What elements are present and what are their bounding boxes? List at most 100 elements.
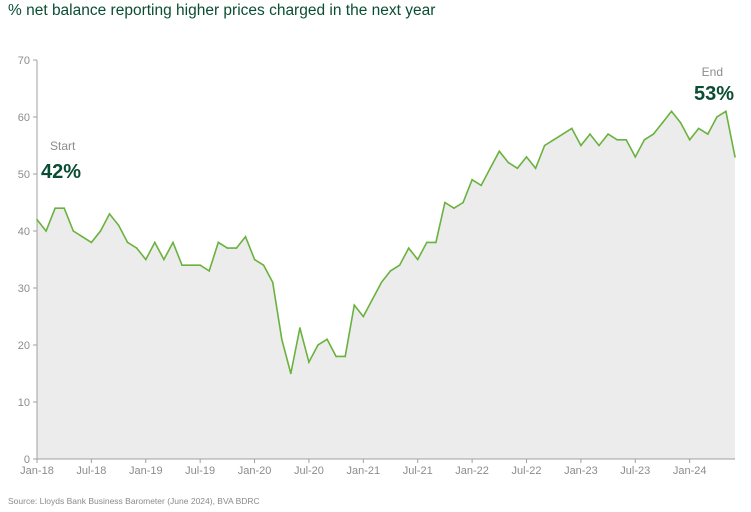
data-point <box>425 241 428 244</box>
data-point <box>498 150 501 152</box>
data-point <box>108 213 111 215</box>
y-tick-label: 30 <box>18 283 30 295</box>
data-point <box>679 121 682 124</box>
data-point <box>226 247 229 249</box>
data-point <box>135 247 138 249</box>
data-point <box>398 264 401 267</box>
data-point <box>543 144 546 147</box>
data-point <box>525 156 528 158</box>
data-point <box>154 241 156 244</box>
area-fill <box>37 111 735 460</box>
data-point <box>190 264 192 267</box>
x-tick-label: Jan-20 <box>238 465 272 477</box>
data-point <box>308 361 310 363</box>
data-point <box>335 355 337 358</box>
data-point <box>36 218 38 221</box>
data-point <box>199 264 201 267</box>
data-point <box>489 167 492 170</box>
end-label: End <box>702 65 723 79</box>
x-tick-label: Jan-22 <box>455 465 489 477</box>
x-tick-label: Jan-23 <box>564 465 598 477</box>
data-point <box>144 258 147 261</box>
data-point <box>716 116 718 118</box>
start-label: Start <box>50 139 76 153</box>
data-point <box>253 258 256 261</box>
data-point <box>126 241 129 244</box>
x-tick-label: Jan-24 <box>673 465 707 477</box>
x-tick-label: Jul-19 <box>185 465 215 477</box>
data-point <box>271 281 274 284</box>
data-point <box>299 327 301 329</box>
data-point <box>471 178 473 181</box>
source-note: Source: Lloyds Bank Business Barometer (… <box>8 496 260 506</box>
data-point <box>589 133 591 135</box>
data-point <box>561 133 564 135</box>
data-point <box>634 156 637 158</box>
data-point <box>217 241 220 244</box>
data-point <box>353 304 356 306</box>
x-tick-label: Jan-18 <box>20 465 54 477</box>
data-point <box>670 110 673 113</box>
x-tick-label: Jul-20 <box>294 465 324 477</box>
data-point <box>244 235 247 238</box>
data-point <box>453 207 455 209</box>
data-point <box>507 161 510 164</box>
data-point <box>344 355 347 358</box>
start-value: 42% <box>41 161 81 183</box>
data-point <box>280 338 283 341</box>
data-point <box>598 144 600 147</box>
chart-title: % net balance reporting higher prices ch… <box>8 2 436 19</box>
x-tick-label: Jul-22 <box>512 465 542 477</box>
data-point <box>72 230 75 232</box>
y-tick-label: 10 <box>18 397 30 409</box>
data-point <box>616 139 618 141</box>
y-tick-label: 60 <box>18 112 30 124</box>
data-point <box>480 184 482 187</box>
data-point <box>389 270 392 272</box>
data-point <box>235 247 238 249</box>
data-point <box>435 241 437 244</box>
data-point <box>290 372 292 375</box>
data-point <box>734 156 736 158</box>
x-tick-label: Jul-21 <box>403 465 433 477</box>
data-point <box>262 264 265 267</box>
data-point <box>534 167 537 170</box>
x-tick-label: Jul-18 <box>76 465 106 477</box>
data-point <box>416 258 419 261</box>
data-point <box>63 207 65 209</box>
data-point <box>317 344 319 346</box>
y-tick-label: 40 <box>18 226 30 238</box>
y-tick-label: 50 <box>18 169 30 181</box>
data-point <box>380 281 383 284</box>
data-point <box>607 133 609 135</box>
data-point <box>725 110 727 113</box>
data-point <box>697 127 700 130</box>
data-point <box>172 241 174 244</box>
y-tick-label: 20 <box>18 340 30 352</box>
data-point <box>552 139 555 141</box>
data-point <box>516 167 519 170</box>
data-point <box>99 230 102 232</box>
series-line <box>36 110 736 374</box>
data-point <box>707 133 709 135</box>
x-tick-label: Jan-19 <box>129 465 163 477</box>
y-tick-label: 70 <box>18 55 30 67</box>
x-tick-label: Jan-21 <box>347 465 381 477</box>
data-point <box>652 133 655 135</box>
data-point <box>571 127 573 130</box>
end-value: 53% <box>694 83 734 105</box>
data-point <box>163 258 165 261</box>
data-point <box>81 235 84 238</box>
data-point <box>326 338 328 341</box>
data-point <box>181 264 183 267</box>
data-point <box>444 201 446 204</box>
data-point <box>661 121 664 124</box>
x-tick-label: Jul-23 <box>620 465 650 477</box>
data-point <box>117 224 120 227</box>
data-point <box>407 247 410 249</box>
data-point <box>462 201 464 204</box>
data-point <box>643 139 646 141</box>
data-point <box>625 139 628 141</box>
data-point <box>45 230 47 232</box>
